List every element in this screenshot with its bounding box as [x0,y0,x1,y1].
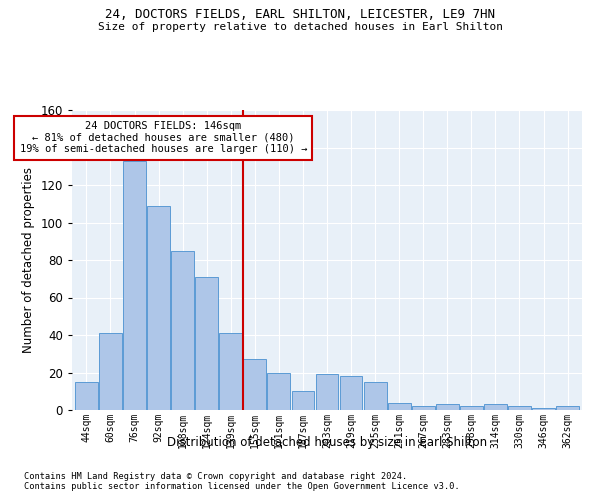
Bar [460,406,483,410]
Bar [316,374,338,410]
Text: 24, DOCTORS FIELDS, EARL SHILTON, LEICESTER, LE9 7HN: 24, DOCTORS FIELDS, EARL SHILTON, LEICES… [105,8,495,20]
Bar [75,382,98,410]
Bar [556,406,579,410]
Bar [195,277,218,410]
Bar [147,206,170,410]
Bar [364,382,386,410]
Text: Distribution of detached houses by size in Earl Shilton: Distribution of detached houses by size … [167,436,487,449]
Text: 24 DOCTORS FIELDS: 146sqm
← 81% of detached houses are smaller (480)
19% of semi: 24 DOCTORS FIELDS: 146sqm ← 81% of detac… [20,121,307,154]
Text: Contains HM Land Registry data © Crown copyright and database right 2024.: Contains HM Land Registry data © Crown c… [24,472,407,481]
Text: Contains public sector information licensed under the Open Government Licence v3: Contains public sector information licen… [24,482,460,491]
Bar [123,160,146,410]
Bar [292,391,314,410]
Bar [99,333,122,410]
Bar [508,406,531,410]
Bar [484,404,507,410]
Bar [532,408,555,410]
Bar [268,372,290,410]
Bar [388,402,410,410]
Bar [171,250,194,410]
Bar [244,360,266,410]
Bar [412,406,434,410]
Y-axis label: Number of detached properties: Number of detached properties [22,167,35,353]
Bar [340,376,362,410]
Bar [436,404,459,410]
Text: Size of property relative to detached houses in Earl Shilton: Size of property relative to detached ho… [97,22,503,32]
Bar [220,333,242,410]
